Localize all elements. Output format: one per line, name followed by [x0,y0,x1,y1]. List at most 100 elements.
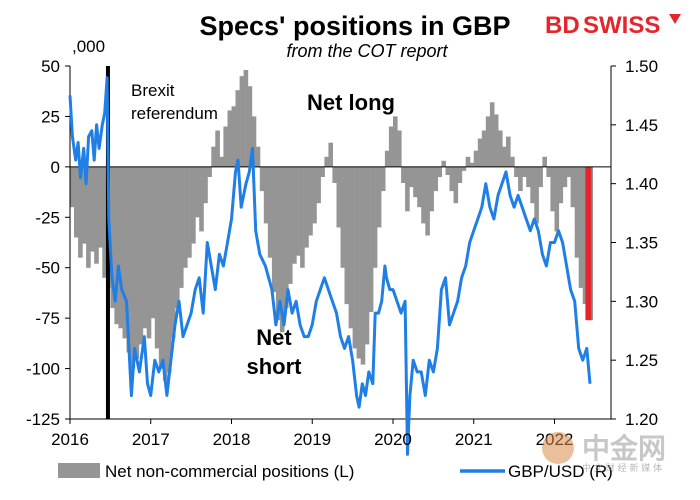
area-bar [82,166,87,244]
area-bar [231,106,237,167]
brexit-label-line1: Brexit [131,81,175,100]
area-bar [449,166,455,192]
area-bar [292,166,297,264]
area-bar [485,116,491,167]
right-tick-label: 1.50 [625,57,658,76]
area-bar [566,166,572,177]
area-bar [74,166,79,238]
left-tick-label: -75 [35,309,60,328]
area-bar [70,166,75,208]
area-bar [158,166,164,369]
left-tick-label: 25 [41,107,60,126]
right-tick-label: 1.30 [625,292,658,311]
area-bar [162,166,168,381]
area-bar [284,166,289,309]
area-bar [138,166,144,345]
area-bar [522,166,527,177]
x-tick-label: 2020 [374,430,412,449]
area-bar [215,130,220,167]
area-bar [130,166,136,369]
x-tick-label: 2017 [132,430,170,449]
area-bar [518,166,523,192]
legend-line-label: GBP/USD (R) [508,462,613,481]
left-tick-label: -25 [35,208,60,227]
area-bar [154,166,160,349]
chart-subtitle: from the COT report [286,41,448,61]
area-bar [393,116,398,167]
area-bar [429,166,434,212]
area-bar [255,146,261,167]
area-bar [356,166,362,359]
area-bar [279,166,285,333]
net-positions-area-series [70,70,593,381]
area-bar [421,166,426,224]
area-bar [425,166,430,236]
area-bar [502,146,507,167]
x-tick-label: 2019 [293,430,331,449]
x-tick-label: 2018 [213,430,251,449]
area-bar [170,166,176,339]
area-bar [473,150,479,167]
x-tick-label: 2021 [455,430,493,449]
area-bar [142,166,148,329]
area-bar [542,156,547,167]
area-bar [183,166,188,268]
area-bar [465,156,471,167]
area-bar [227,110,233,167]
area-bar [219,156,224,167]
area-bar [332,166,337,183]
area-bar [195,166,200,218]
area-bar [352,166,358,349]
area-bar [134,166,140,359]
legend: Net non-commercial positions (L) GBP/USD… [58,462,613,481]
net-short-label-line1: Net [256,325,292,350]
right-tick-label: 1.20 [625,410,658,429]
area-bar [376,166,382,228]
area-bar [203,166,208,204]
area-bar [239,76,245,167]
area-bar [534,166,539,224]
area-bar [328,142,333,167]
gbpusd-line [68,76,592,456]
area-bar [179,166,184,288]
area-bar [146,166,152,339]
area-bar [304,166,309,248]
area-bar [493,114,499,167]
brexit-label-line2: referendum [131,104,218,123]
area-bar [340,166,346,268]
chart-title: Specs' positions in GBP [200,11,511,41]
x-tick-label: 2016 [51,430,89,449]
left-axis-unit: ,000 [72,37,105,56]
area-bar [558,166,564,204]
area-bar [235,90,241,167]
area-bar [344,166,350,305]
left-tick-label: -50 [35,259,60,278]
area-bar [247,86,253,167]
area-bar [538,166,543,188]
area-bar [364,166,370,345]
area-bar [187,166,192,258]
area-bar [574,166,580,258]
area-bar [150,166,156,319]
area-bar [320,166,325,177]
latest-position-highlight-bar [585,166,592,321]
area-bar [397,130,402,167]
left-tick-label: 0 [51,158,60,177]
watermark: 中金网 中 文 财 经 新 媒 体 [542,432,666,474]
watermark-sub-text: 中 文 财 经 新 媒 体 [582,462,662,474]
area-bar [316,166,321,204]
area-bar [441,160,446,167]
area-bar [413,166,418,198]
area-bar [267,166,273,258]
brand-bd-text: BD [545,12,580,39]
area-bar [288,166,293,284]
area-bar [380,166,386,192]
area-bar [191,166,196,244]
area-bar [578,166,584,288]
area-bar [122,166,128,339]
area-bar [94,166,99,264]
area-bar [360,166,366,365]
area-bar [489,102,495,167]
area-bar [388,126,394,167]
